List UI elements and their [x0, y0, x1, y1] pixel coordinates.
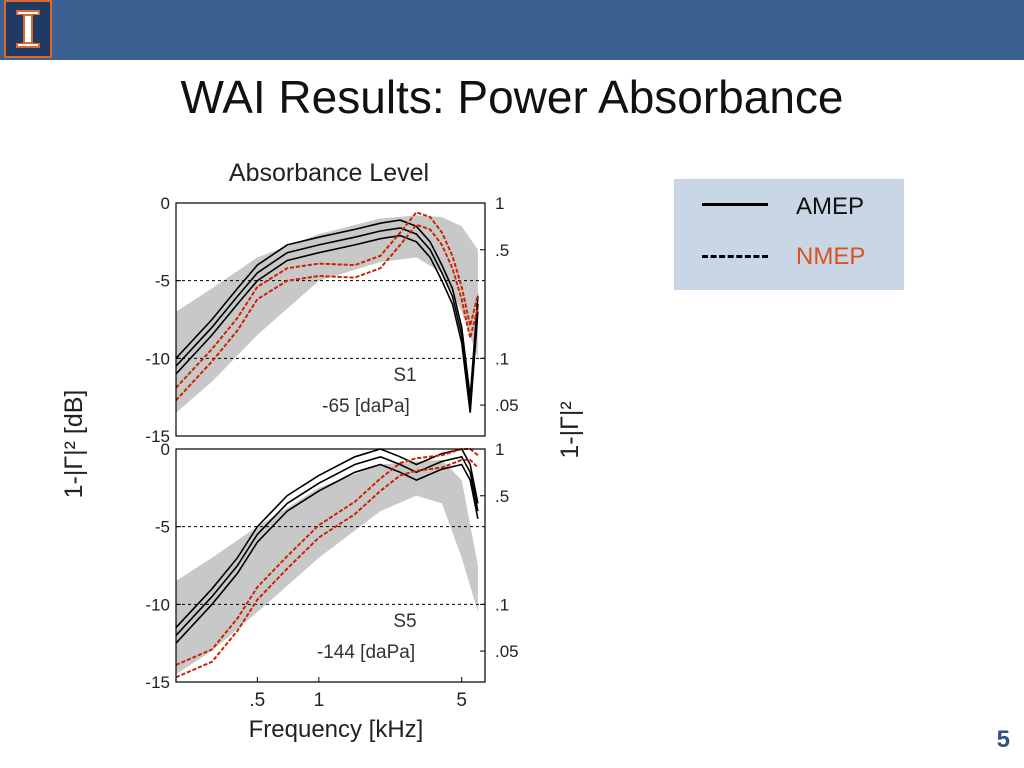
header-bar — [0, 0, 1024, 60]
right-tick-label: .05 — [495, 396, 519, 415]
nmep-legend-line — [702, 255, 768, 258]
y-tick-label: -10 — [145, 349, 170, 368]
nmep-legend-label: NMEP — [796, 243, 866, 270]
series-line-amep — [175, 455, 479, 636]
y-tick-label: -5 — [155, 272, 170, 291]
amep-legend-line — [702, 203, 768, 206]
series-line-amep — [175, 219, 479, 398]
panel-label: S5 — [393, 611, 416, 632]
series-line-amep — [175, 463, 479, 644]
pressure-label: -144 [daPa] — [317, 642, 415, 663]
right-tick-label: .05 — [495, 642, 519, 661]
series-line-amep — [175, 234, 479, 413]
plot-frame — [175, 448, 486, 683]
university-logo-icon — [4, 0, 52, 58]
right-tick-label: .5 — [495, 241, 509, 260]
y-tick-label: 0 — [161, 440, 170, 459]
x-tick-label: 5 — [456, 690, 467, 711]
page-number: 5 — [996, 726, 1010, 753]
x-axis-label: Frequency [kHz] — [249, 716, 424, 743]
series-line-nmep — [175, 448, 479, 666]
panel-label: S1 — [393, 365, 416, 386]
amep-legend-label: AMEP — [796, 193, 865, 220]
panel-s5: 0 -5 -10 -15 1 .5 .1 .05 S5 -144 [daPa] — [145, 440, 518, 692]
x-tick-label: 1 — [314, 690, 325, 711]
right-tick-label: .5 — [495, 487, 509, 506]
series-line-nmep — [175, 458, 479, 679]
right-tick-label: 1 — [495, 440, 504, 459]
y-axis-label-left: 1-|Γ|² [dB] — [60, 390, 88, 499]
chart-title: Absorbance Level — [229, 159, 429, 187]
y-tick-label: -10 — [145, 595, 170, 614]
panel-s1: 0 -5 -10 -15 1 .5 .1 .05 S1 -65 [daPa] — [145, 194, 518, 446]
series-line-amep — [175, 227, 479, 405]
y-tick-label: -15 — [145, 673, 170, 692]
x-tick-label: .5 — [249, 690, 265, 711]
slide-title: WAI Results: Power Absorbance — [180, 71, 844, 123]
right-tick-label: .1 — [495, 349, 509, 368]
legend: AMEP NMEP — [674, 179, 904, 290]
series-line-nmep — [175, 211, 479, 389]
plot-frame — [175, 202, 486, 437]
y-tick-label: -5 — [155, 518, 170, 537]
y-tick-label: -15 — [145, 427, 170, 446]
pressure-label: -65 [daPa] — [322, 396, 410, 417]
right-tick-label: 1 — [495, 194, 504, 213]
range-band — [176, 215, 478, 413]
series-line-nmep — [175, 223, 479, 401]
right-tick-label: .1 — [495, 595, 509, 614]
y-axis-label-right: 1-|Γ|² — [556, 401, 584, 458]
y-tick-label: 0 — [161, 194, 170, 213]
